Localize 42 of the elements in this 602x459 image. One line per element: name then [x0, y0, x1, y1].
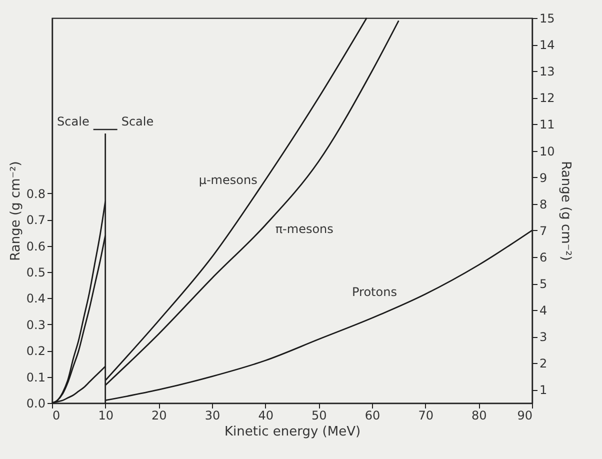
y2-tick-label: 14	[540, 38, 555, 52]
y2-tick-label: 13	[540, 64, 555, 79]
x-tick-label: 60	[364, 408, 380, 422]
y-tick-label: 0.6	[26, 239, 46, 254]
y2-tick-label: 8	[540, 197, 548, 212]
y2-tick-label: 15	[540, 12, 555, 26]
y-tick-label: 0.5	[26, 266, 46, 280]
y2-tick-label: 2	[540, 356, 548, 371]
x-tick-label: 20	[152, 408, 167, 422]
y2-tick-label: 7	[540, 224, 548, 238]
y2-tick-label: 9	[540, 170, 548, 185]
x-tick-label: 0	[52, 408, 60, 422]
x-tick-label: 70	[418, 408, 434, 422]
y-tick-label: 0.3	[26, 318, 46, 332]
x-tick-label: 30	[204, 408, 220, 422]
y2-tick-label: 5	[540, 277, 548, 292]
y-tick-label: 0.8	[26, 186, 46, 201]
y-tick-label: 0.7	[26, 213, 46, 228]
y-tick-label: 0.2	[26, 344, 46, 358]
y2-axis-title: Range (g cm⁻²)	[558, 161, 573, 261]
x-tick-label: 10	[98, 408, 114, 422]
y2-tick-label: 11	[540, 118, 555, 132]
y-tick-label: 0.4	[26, 292, 46, 306]
y2-tick-label: 12	[540, 91, 555, 106]
y-tick-label: 0.1	[26, 370, 46, 384]
annotation: Scale	[121, 114, 154, 128]
x-tick-label: 40	[258, 408, 274, 422]
y2-tick-label: 6	[540, 250, 548, 264]
x-tick-label: 80	[472, 408, 487, 422]
y2-tick-label: 4	[540, 304, 548, 318]
y2-tick-label: 3	[540, 330, 548, 344]
annotation: Scale	[57, 114, 90, 128]
x-axis-title: Kinetic energy (MeV)	[224, 424, 361, 440]
series-label: μ-mesons	[198, 172, 258, 187]
y2-tick-label: 1	[540, 383, 548, 398]
y-tick-label: 0.0	[26, 396, 46, 410]
y-axis-title: Range (g cm⁻²)	[8, 161, 24, 261]
y2-tick-label: 10	[540, 144, 555, 158]
x-tick-label: 90	[517, 408, 532, 422]
series-label: π-mesons	[275, 222, 334, 236]
x-tick-label: 50	[312, 408, 327, 422]
series-label: Protons	[352, 285, 397, 300]
